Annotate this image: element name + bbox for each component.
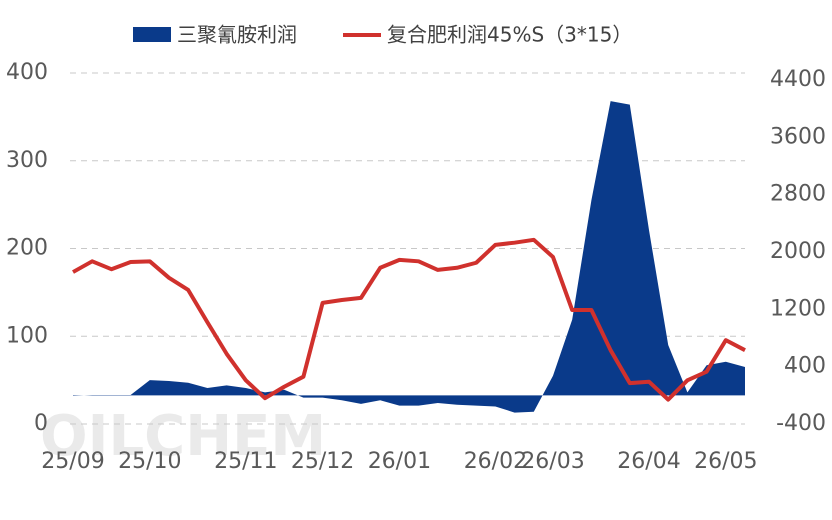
legend-label: 复合肥利润45%S（3*15） bbox=[387, 23, 632, 47]
x-tick-label: 25/09 bbox=[41, 449, 104, 474]
y-tick-label: 300 bbox=[6, 148, 48, 173]
area bbox=[73, 101, 745, 413]
y-tick-label: 200 bbox=[6, 236, 48, 261]
legend-label: 三聚氰胺利润 bbox=[177, 23, 297, 47]
x-tick-label: 26/05 bbox=[694, 449, 757, 474]
y2-tick-label: 2000 bbox=[770, 239, 826, 264]
watermark: OILCHEM bbox=[40, 404, 326, 469]
plot bbox=[72, 101, 746, 413]
y2-tick-label: 3600 bbox=[770, 124, 826, 149]
x-tick-label: 26/03 bbox=[521, 449, 584, 474]
x-tick-label: 26/04 bbox=[617, 449, 680, 474]
y2-tick-label: 1200 bbox=[770, 296, 826, 321]
x-tick-label: 25/12 bbox=[291, 449, 354, 474]
x-tick-label: 25/11 bbox=[214, 449, 277, 474]
legend: 三聚氰胺利润 复合肥利润45%S（3*15） bbox=[133, 23, 632, 47]
legend-swatch bbox=[133, 27, 171, 42]
x-tick-label: 26/02 bbox=[464, 449, 527, 474]
y2-tick-label: 4400 bbox=[770, 67, 826, 92]
y2-tick-label: 2800 bbox=[770, 182, 826, 207]
y-tick-label: 100 bbox=[6, 323, 48, 348]
y-tick-label: 0 bbox=[34, 411, 48, 436]
y2-tick-label: 400 bbox=[784, 354, 826, 379]
y2-tick-label: -400 bbox=[776, 411, 826, 436]
y-tick-label: 400 bbox=[6, 60, 48, 85]
x-tick-label: 25/10 bbox=[118, 449, 181, 474]
axes: 0 100 200 300 400 -400 400 1200 2000 2800 3600 4400… bbox=[6, 60, 826, 474]
x-tick-label: 26/01 bbox=[368, 449, 431, 474]
line bbox=[72, 237, 746, 402]
